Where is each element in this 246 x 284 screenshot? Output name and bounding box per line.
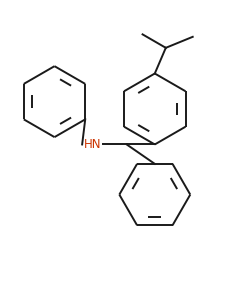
Text: HN: HN bbox=[84, 138, 101, 151]
